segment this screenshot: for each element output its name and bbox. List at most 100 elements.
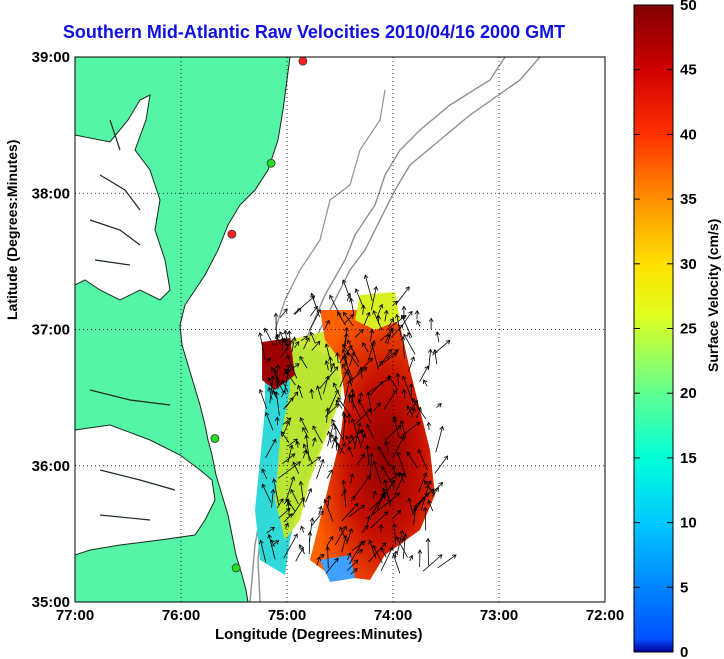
velocity-arrow-head [285, 420, 290, 426]
velocity-arrow [327, 389, 339, 414]
velocity-arrow-head [353, 567, 358, 573]
velocity-arrow-head [349, 297, 354, 302]
velocity-arrow [348, 504, 365, 518]
velocity-arrow [327, 495, 330, 508]
velocity-arrow-head [343, 370, 348, 376]
colorbar-tick-label: 20 [680, 385, 697, 402]
velocity-arrow [293, 296, 315, 315]
velocity-arrow-head [267, 533, 273, 539]
velocity-arrow [324, 320, 330, 330]
velocity-arrow [302, 427, 308, 436]
velocity-arrow [403, 334, 416, 355]
velocity-arrow [311, 341, 321, 351]
velocity-arrow [342, 411, 347, 424]
velocity-arrow [346, 552, 351, 561]
velocity-arrow-head [363, 274, 369, 280]
velocity-arrow [265, 358, 271, 363]
velocity-arrow [329, 357, 332, 372]
chesapeake-bay [75, 94, 171, 301]
velocity-arrow-head [312, 425, 317, 431]
velocity-arrow-head [417, 448, 422, 454]
colorbar-tick-label: 25 [680, 321, 697, 338]
velocity-arrow-head [258, 332, 263, 337]
velocity-arrow [316, 459, 324, 479]
y-tick-label: 38:00 [32, 185, 70, 202]
velocity-arrow-head [288, 339, 293, 345]
velocity-arrow-head [383, 309, 389, 315]
velocity-arrow-head [401, 305, 407, 311]
velocity-arrow-head [400, 536, 406, 542]
velocity-arrow-head [395, 492, 400, 498]
velocity-arrow-head [293, 533, 298, 539]
velocity-arrow [393, 554, 401, 574]
velocity-arrow [418, 472, 427, 493]
velocity-arrow-head [368, 452, 374, 458]
velocity-arrow-head [319, 554, 325, 559]
velocity-arrow [303, 337, 310, 350]
velocity-arrow [418, 449, 428, 471]
velocity-arrow [372, 545, 383, 564]
velocity-arrow-head [434, 487, 439, 492]
velocity-arrow-head [345, 435, 350, 440]
velocity-arrow-head [392, 553, 397, 559]
velocity-arrow [284, 368, 290, 392]
velocity-arrow [281, 431, 290, 444]
velocity-arrow [283, 533, 298, 559]
velocity-arrow [350, 434, 356, 445]
velocity-arrow [275, 391, 280, 416]
velocity-arrow-head [342, 489, 347, 494]
velocity-arrow [316, 385, 322, 401]
velocity-arrow [380, 546, 394, 572]
velocity-arrow-head [437, 554, 443, 559]
velocity-arrow-head [354, 288, 360, 293]
velocity-arrow [385, 441, 389, 453]
velocity-arrow [359, 433, 366, 448]
velocity-arrow [342, 364, 354, 383]
velocity-arrow-head [381, 542, 387, 547]
velocity-arrow [277, 461, 301, 479]
velocity-arrow [280, 390, 286, 398]
x-tick-label: 76:00 [162, 607, 200, 624]
velocity-arrow [434, 349, 438, 365]
velocity-arrow [336, 442, 340, 452]
velocity-arrow-head [393, 550, 399, 555]
velocity-arrow [364, 275, 373, 302]
velocity-arrow-head [342, 534, 348, 540]
pamlico-sound [75, 424, 216, 556]
velocity-arrow [282, 363, 300, 376]
velocity-arrow-head [323, 498, 329, 504]
velocity-arrow [392, 436, 405, 457]
velocity-arrow [363, 312, 370, 326]
velocity-arrow-head [346, 413, 352, 418]
velocity-arrow [344, 352, 349, 366]
velocity-arrow [361, 525, 369, 533]
velocity-arrow [437, 554, 457, 569]
velocity-arrow-head [343, 332, 349, 338]
velocity-arrow [271, 489, 274, 508]
velocity-arrow-head [296, 307, 302, 313]
velocity-arrow [361, 429, 364, 437]
velocity-arrow-head [369, 328, 375, 334]
velocity-arrow-head [425, 537, 431, 543]
x-tick-label: 77:00 [56, 607, 94, 624]
velocity-arrow [384, 310, 388, 322]
velocity-arrow [281, 421, 290, 438]
velocity-arrow [435, 426, 443, 453]
velocity-arrow-head [290, 488, 295, 494]
velocity-arrow [368, 542, 387, 563]
velocity-arrow-head [270, 366, 276, 372]
velocity-arrow [341, 489, 347, 497]
y-tick-label: 35:00 [32, 594, 70, 611]
velocity-arrow-head [384, 440, 389, 446]
velocity-arrow-head [358, 549, 364, 554]
velocity-arrow [360, 367, 363, 379]
velocity-arrow-head [325, 375, 330, 381]
velocity-arrow-head [290, 453, 296, 458]
velocity-arrow [280, 340, 293, 358]
velocity-arrow [325, 343, 331, 359]
velocity-arrow [270, 540, 279, 547]
velocity-arrow-head [428, 317, 434, 323]
velocity-arrow [388, 318, 394, 327]
velocity-arrow-head [281, 379, 286, 385]
velocity-arrow-head [413, 400, 419, 405]
